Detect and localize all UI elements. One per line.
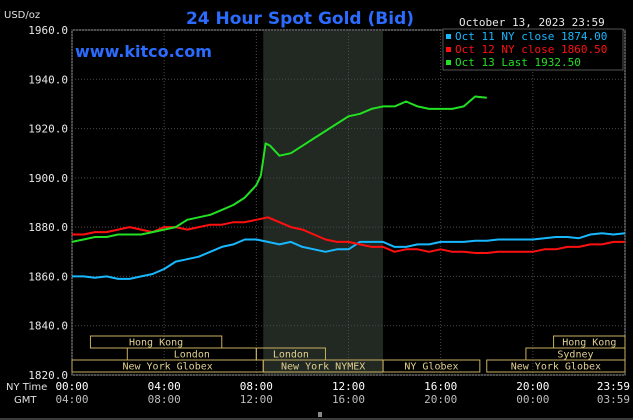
y-tick-label: 1860.0 bbox=[28, 270, 68, 283]
scroll-handle[interactable] bbox=[318, 412, 322, 417]
session-label: NY Globex bbox=[404, 362, 458, 373]
y-tick-label: 1940.0 bbox=[28, 73, 68, 86]
legend-entry-oct13: Oct 13 Last 1932.50 bbox=[455, 56, 581, 69]
session-label: New York NYMEX bbox=[281, 362, 365, 373]
session-label: Sydney bbox=[557, 350, 593, 361]
x-tick-label-gmt: 08:00 bbox=[148, 393, 181, 406]
chart-title: 24 Hour Spot Gold (Bid) bbox=[186, 9, 414, 29]
session-label: New York Globex bbox=[511, 362, 601, 373]
y-tick-label: 1920.0 bbox=[28, 123, 68, 136]
nymex-shaded-region bbox=[263, 31, 384, 374]
legend-swatch-oct11 bbox=[446, 34, 451, 39]
session-box bbox=[486, 359, 626, 373]
y-tick-label: 1900.0 bbox=[28, 172, 68, 185]
y-tick-label: 1880.0 bbox=[28, 221, 68, 234]
legend-entry-oct11: Oct 11 NY close 1874.00 bbox=[455, 30, 607, 43]
session-label: Hong Kong bbox=[562, 338, 616, 349]
y-tick-label: 1960.0 bbox=[28, 24, 68, 37]
ny-time-row-label: NY Time bbox=[6, 382, 47, 393]
kitco-watermark: www.kitco.com bbox=[75, 42, 212, 61]
x-tick-label-ny: 08:00 bbox=[240, 380, 273, 393]
series-line-1 bbox=[72, 216, 625, 254]
legend: Oct 11 NY close 1874.00 Oct 12 NY close … bbox=[442, 28, 624, 71]
x-tick-label-gmt: 03:59 bbox=[597, 393, 630, 406]
x-tick-label-ny: 20:00 bbox=[516, 380, 549, 393]
x-tick-label-ny: 12:00 bbox=[332, 380, 365, 393]
x-tick-label-ny: 04:00 bbox=[148, 380, 181, 393]
x-tick-label-gmt: 12:00 bbox=[240, 393, 273, 406]
x-tick-label-gmt: 16:00 bbox=[332, 393, 365, 406]
legend-entry-oct12: Oct 12 NY close 1860.50 bbox=[455, 43, 607, 56]
y-tick-label: 1840.0 bbox=[28, 320, 68, 333]
y-tick-label: 1820.0 bbox=[28, 369, 68, 382]
x-tick-label-gmt: 20:00 bbox=[424, 393, 457, 406]
y-axis-unit-label: USD/oz bbox=[4, 10, 40, 21]
x-tick-label-ny: 23:59 bbox=[597, 380, 630, 393]
series-line-0 bbox=[72, 232, 626, 280]
x-tick-label-ny: 00:00 bbox=[55, 380, 88, 393]
session-label: Hong Kong bbox=[129, 338, 183, 349]
chart-date: October 13, 2023 23:59 bbox=[459, 16, 605, 29]
x-tick-label-ny: 16:00 bbox=[424, 380, 457, 393]
x-tick-label-gmt: 04:00 bbox=[55, 393, 88, 406]
session-box bbox=[382, 359, 481, 373]
session-label: London bbox=[273, 350, 309, 361]
legend-swatch-oct12 bbox=[446, 47, 451, 52]
session-label: London bbox=[174, 350, 210, 361]
gmt-row-label: GMT bbox=[14, 395, 37, 406]
legend-swatch-oct13 bbox=[446, 60, 451, 65]
x-tick-label-gmt: 00:00 bbox=[516, 393, 549, 406]
series-line-2 bbox=[71, 95, 487, 243]
session-label: New York Globex bbox=[122, 362, 212, 373]
